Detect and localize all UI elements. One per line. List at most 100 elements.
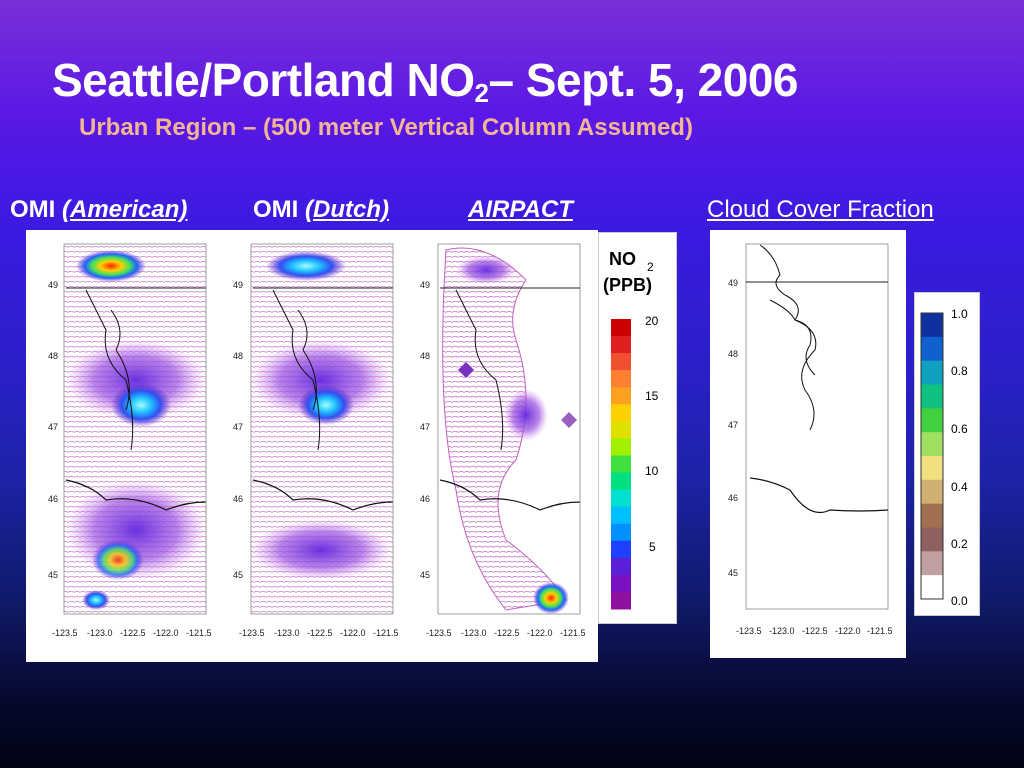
cloud-legend-swatch [921,432,943,457]
cloud-legend-tick: 0.4 [951,480,968,494]
no2-color-legend: NO 2 (PPB) 20 15 10 5 [598,232,677,624]
no2-legend-swatch [611,455,631,474]
no2-legend-swatch [611,489,631,508]
cloud-lat-ticks: 49 48 47 46 45 [728,278,738,578]
label-cloud-cover: Cloud Cover Fraction [707,196,934,223]
lat-tick: 45 [233,570,243,580]
no2-legend-swatch [611,574,631,593]
no2-legend-swatch [611,387,631,405]
no2-legend-swatches [611,319,631,610]
lat-tick: 49 [728,278,738,288]
lat-tick: 48 [233,351,243,361]
cloud-legend-tick: 0.8 [951,364,968,378]
label-omi-american: OMI (American) [10,196,188,223]
no2-legend-swatch [611,404,631,422]
no2-legend-ticks: 20 15 10 5 [645,314,659,554]
no2-legend-title: NO [609,249,636,269]
no2-legend-swatch [611,506,631,525]
cloud-legend-tick: 1.0 [951,307,968,321]
no2-legend-swatch [611,353,631,371]
cloud-legend-swatch [921,313,943,338]
cloud-legend-swatch [921,551,943,576]
lon-tick: -123.0 [769,626,795,636]
lon-tick: -121.5 [373,628,399,638]
slide-subtitle: Urban Region – (500 meter Vertical Colum… [79,114,693,141]
cloud-legend-ticks: 1.0 0.8 0.6 0.4 0.2 0.0 [951,307,968,608]
cloud-legend-tick: 0.0 [951,594,968,608]
no2-legend-swatch [611,319,631,337]
lon-tick: -122.5 [494,628,520,638]
lon-tick: -123.0 [461,628,487,638]
cloud-legend-swatch [921,575,943,600]
lon-tick: -122.0 [153,628,179,638]
lat-tick-labels: 49 48 47 46 45 49 48 47 46 45 49 48 47 4… [48,280,430,580]
no2-maps-panel: 49 48 47 46 45 49 48 47 46 45 49 48 47 4… [26,230,598,662]
lon-tick: -123.0 [87,628,113,638]
lat-tick: 47 [48,422,58,432]
label-airpact: AIRPACT [468,196,573,223]
lat-tick: 48 [48,351,58,361]
cloud-legend-swatch [921,336,943,362]
cloud-cover-map-panel: 49 48 47 46 45 -123.5 -123.0 -122.5 -122… [710,230,906,658]
no2-legend-title-sub: 2 [647,260,654,274]
lon-tick: -123.5 [736,626,762,636]
lon-tick: -123.5 [239,628,265,638]
map-airpact [437,243,581,615]
lat-tick: 46 [728,493,738,503]
map-omi-dutch [250,243,394,615]
cloud-legend-swatch [921,456,943,481]
lat-tick: 48 [728,349,738,359]
lon-tick: -122.5 [120,628,146,638]
lat-tick: 46 [48,494,58,504]
no2-legend-swatch [611,336,631,354]
lat-tick: 47 [728,420,738,430]
cloud-legend-swatches [921,313,943,600]
no2-legend-swatch [611,591,631,610]
no2-legend-swatch [611,523,631,542]
no2-legend-tick: 5 [649,540,656,554]
lon-tick: -123.0 [274,628,300,638]
lon-tick: -121.5 [867,626,893,636]
cloud-legend-swatch [921,527,943,552]
cloud-cover-map-svg: 49 48 47 46 45 -123.5 -123.0 -122.5 -122… [728,243,893,636]
lon-tick: -121.5 [186,628,212,638]
cloud-legend-svg: 1.0 0.8 0.6 0.4 0.2 0.0 [920,307,968,608]
map-omi-american [63,243,207,615]
cloud-legend-swatch [921,384,943,409]
lon-tick-labels: -123.5 -123.0 -122.5 -122.0 -121.5 -123.… [52,628,586,638]
slide-title: Seattle/Portland NO2– Sept. 5, 2006 [52,54,799,108]
no2-legend-tick: 20 [645,314,659,328]
label-omi-dutch: OMI (Dutch) [253,196,389,223]
lon-tick: -122.0 [835,626,861,636]
cloud-lon-ticks: -123.5 -123.0 -122.5 -122.0 -121.5 [736,626,893,636]
no2-legend-swatch [611,370,631,388]
lon-tick: -122.5 [307,628,333,638]
lat-tick: 49 [233,280,243,290]
no2-legend-swatch [611,540,631,559]
lon-tick: -122.0 [340,628,366,638]
lat-tick: 46 [420,494,430,504]
cloud-color-legend: 1.0 0.8 0.6 0.4 0.2 0.0 [914,292,980,616]
lat-tick: 48 [420,351,430,361]
lon-tick: -123.5 [426,628,452,638]
lat-tick: 45 [728,568,738,578]
no2-legend-swatch [611,472,631,491]
no2-legend-tick: 15 [645,389,659,403]
no2-maps-svg: 49 48 47 46 45 49 48 47 46 45 49 48 47 4… [48,243,586,638]
lon-tick: -122.5 [802,626,828,636]
no2-legend-swatch [611,421,631,439]
lat-tick: 45 [48,570,58,580]
no2-legend-tick: 10 [645,464,659,478]
lon-tick: -121.5 [560,628,586,638]
cloud-legend-swatch [921,360,943,385]
lat-tick: 45 [420,570,430,580]
lat-tick: 49 [48,280,58,290]
cloud-legend-tick: 0.2 [951,537,968,551]
lat-tick: 47 [420,422,430,432]
no2-legend-units: (PPB) [603,275,652,295]
cloud-legend-swatch [921,503,943,528]
lat-tick: 47 [233,422,243,432]
cloud-legend-swatch [921,408,943,433]
lat-tick: 49 [420,280,430,290]
no2-legend-swatch [611,557,631,576]
